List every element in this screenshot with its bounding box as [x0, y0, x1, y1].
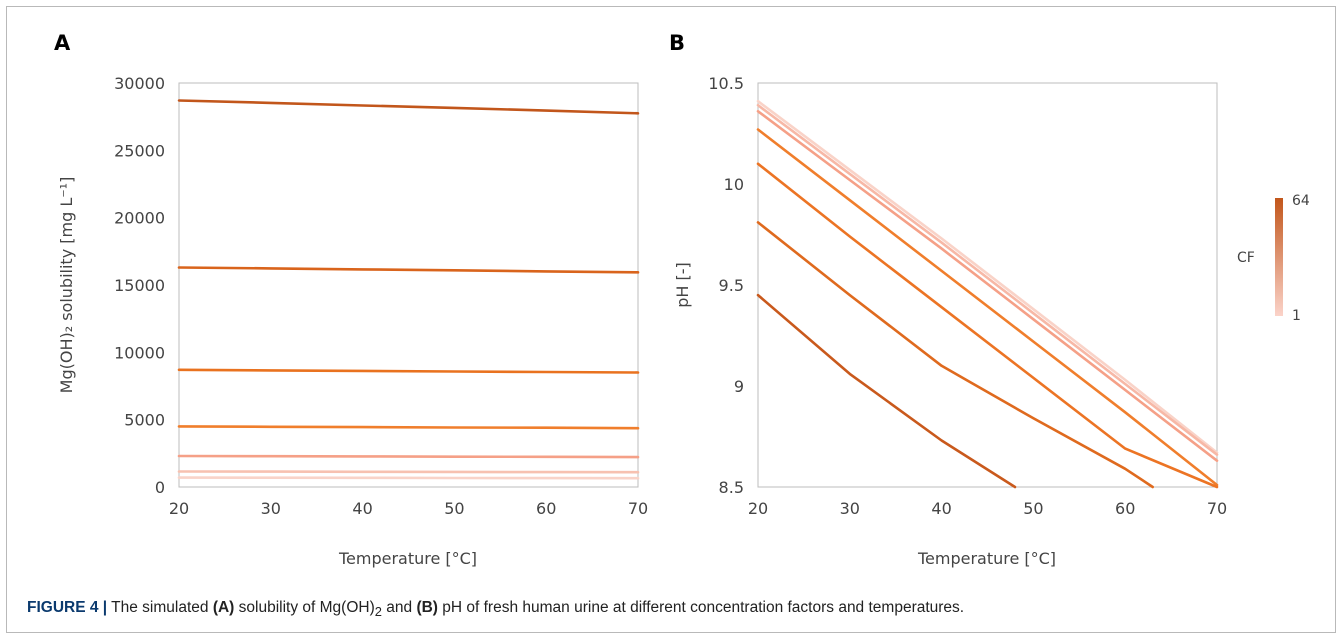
panel-b-series-line-3 — [756, 110, 1219, 463]
panel-b-series-line-7 — [756, 293, 1017, 489]
panel-b-y-tick-label: 9.5 — [719, 276, 744, 295]
caption-text-4: pH of fresh human urine at different con… — [437, 599, 965, 616]
panel-a-x-tick-label: 60 — [536, 499, 556, 518]
panel-b-x-axis-label: Temperature [°C] — [917, 549, 1056, 568]
panel-a-y-ticks: 0 5000 10000 15000 20000 25000 30000 — [114, 74, 165, 497]
figure-svg: A 0 5000 10000 15000 20000 25000 30000 20 30 40 5… — [54, 31, 1310, 568]
panel-b-lines — [756, 99, 1219, 489]
panel-b-x-tick-label: 20 — [748, 499, 768, 518]
panel-b-series-line-5 — [756, 162, 1219, 489]
panel-b-series-line-6 — [756, 221, 1154, 489]
panel-b-plot-area — [757, 82, 1218, 488]
panel-b-x-tick-label: 30 — [840, 499, 860, 518]
panel-b-y-tick-label: 10 — [724, 175, 744, 194]
panel-b-x-ticks: 20 30 40 50 60 70 — [748, 499, 1227, 518]
caption-bold-b: (B) — [416, 599, 438, 616]
caption-text-2: solubility of Mg(OH) — [234, 599, 375, 616]
figure-caption: FIGURE 4 | The simulated (A) solubility … — [27, 599, 1327, 619]
panel-a-x-ticks: 20 30 40 50 60 70 — [169, 499, 648, 518]
panel-a-x-axis-label: Temperature [°C] — [338, 549, 477, 568]
panel-a-series-line-7 — [177, 99, 640, 115]
panel-b-y-tick-label: 8.5 — [719, 478, 744, 497]
panel-b-x-tick-label: 60 — [1115, 499, 1135, 518]
panel-b-y-tick-label: 9 — [734, 377, 744, 396]
panel-b-x-tick-label: 70 — [1207, 499, 1227, 518]
colorbar-min-label: 1 — [1292, 308, 1301, 324]
panel-a-y-tick-label: 0 — [155, 478, 165, 497]
panel-a-x-tick-label: 30 — [261, 499, 281, 518]
caption-bold-a: (A) — [212, 599, 235, 616]
panel-b-x-tick-label: 50 — [1023, 499, 1043, 518]
panel-b-series-line-1 — [756, 99, 1219, 455]
panel-b-series-line-2 — [756, 103, 1219, 457]
panel-a-y-tick-label: 15000 — [114, 276, 165, 295]
figure-frame: A 0 5000 10000 15000 20000 25000 30000 20 30 40 5… — [6, 6, 1336, 633]
panel-b-label: B — [669, 31, 685, 55]
panel-a-series-line-1 — [177, 476, 640, 480]
panel-a-y-tick-label: 30000 — [114, 74, 165, 93]
panel-a-y-tick-label: 25000 — [114, 141, 165, 160]
caption-figure-label: FIGURE 4 | — [27, 599, 108, 616]
colorbar — [1275, 198, 1283, 316]
panel-a-y-axis-label: Mg(OH)₂ solubility [mg L⁻¹] — [57, 177, 76, 394]
panel-a: A 0 5000 10000 15000 20000 25000 30000 20 30 40 5… — [54, 31, 648, 568]
panel-a-series-line-4 — [177, 425, 640, 430]
panel-b-y-tick-label: 10.5 — [708, 74, 744, 93]
panel-a-y-tick-label: 10000 — [114, 343, 165, 362]
panel-a-x-tick-label: 50 — [444, 499, 464, 518]
panel-b-series-line-4 — [756, 128, 1219, 487]
panel-b: B 8.5 9 9.5 10 10.5 20 30 40 50 60 70 Temperature… — [669, 31, 1310, 568]
colorbar-title: CF — [1237, 250, 1255, 266]
panel-a-y-tick-label: 20000 — [114, 209, 165, 228]
panel-b-y-axis-label: pH [-] — [673, 262, 692, 308]
panel-b-x-tick-label: 40 — [931, 499, 951, 518]
panel-a-label: A — [54, 31, 71, 55]
caption-subscript: 2 — [374, 604, 382, 620]
panel-b-y-ticks: 8.5 9 9.5 10 10.5 — [708, 74, 744, 497]
panel-a-series-line-6 — [177, 266, 640, 274]
panel-a-series-line-5 — [177, 368, 640, 374]
panel-a-x-tick-label: 20 — [169, 499, 189, 518]
colorbar-max-label: 64 — [1292, 193, 1310, 209]
panel-a-x-tick-label: 70 — [628, 499, 648, 518]
caption-text-1: The simulated — [107, 599, 213, 616]
panel-a-series-line-3 — [177, 454, 640, 459]
panel-a-plot-area — [178, 82, 639, 488]
panel-a-series-line-2 — [177, 470, 640, 474]
panel-a-lines — [177, 99, 640, 480]
panel-a-x-tick-label: 40 — [352, 499, 372, 518]
panel-a-y-tick-label: 5000 — [124, 411, 165, 430]
caption-text-3: and — [381, 599, 417, 616]
